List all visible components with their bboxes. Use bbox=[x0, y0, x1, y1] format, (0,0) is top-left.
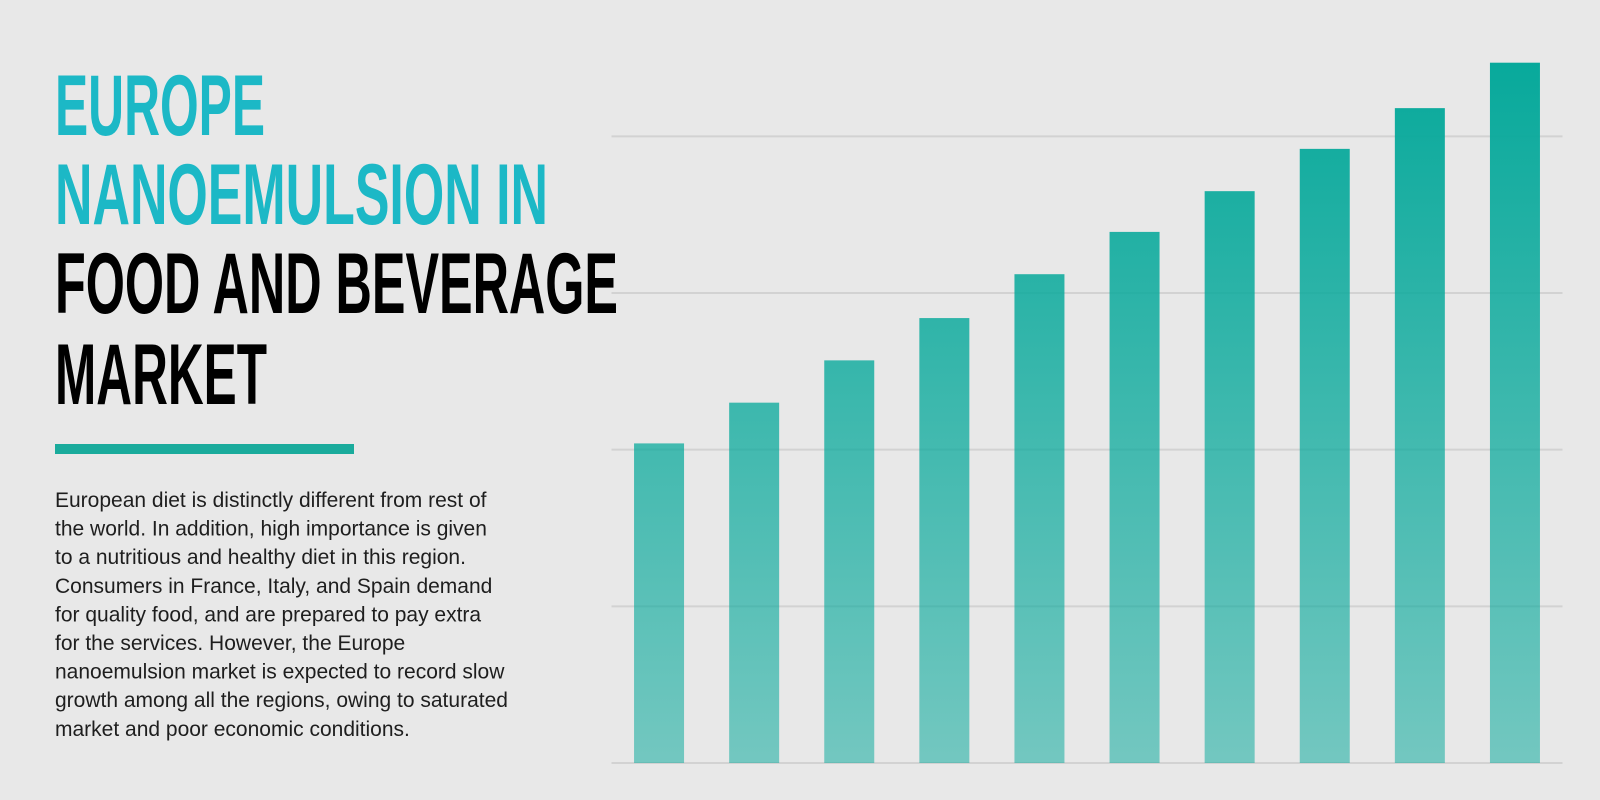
bar bbox=[1394, 108, 1445, 764]
bar bbox=[634, 443, 685, 763]
description-line: the world. In addition, high importance … bbox=[55, 518, 487, 541]
bar bbox=[1299, 148, 1350, 763]
bar bbox=[1204, 191, 1255, 763]
title-line: EUROPE bbox=[55, 58, 265, 154]
bar bbox=[1489, 62, 1540, 763]
description-line: European diet is distinctly different fr… bbox=[55, 489, 487, 512]
bar bbox=[729, 402, 780, 763]
title-line: MARKET bbox=[55, 327, 267, 423]
bar bbox=[1014, 274, 1065, 763]
title-rule bbox=[55, 444, 354, 454]
description-line: Consumers in France, Italy, and Spain de… bbox=[55, 575, 492, 598]
bar bbox=[824, 360, 875, 763]
title-line: FOOD AND BEVERAGE bbox=[55, 236, 618, 332]
description-line: for quality food, and are prepared to pa… bbox=[55, 603, 481, 626]
description-line: nanoemulsion market is expected to recor… bbox=[55, 661, 505, 684]
description-line: growth among all the regions, owing to s… bbox=[55, 689, 508, 712]
description-line: to a nutritious and healthy diet in this… bbox=[55, 546, 466, 569]
description-line: market and poor economic conditions. bbox=[55, 718, 410, 741]
description-line: for the services. However, the Europe bbox=[55, 632, 405, 655]
bar bbox=[919, 318, 970, 763]
title-line: NANOEMULSION IN bbox=[55, 147, 548, 243]
bar bbox=[1109, 231, 1160, 763]
